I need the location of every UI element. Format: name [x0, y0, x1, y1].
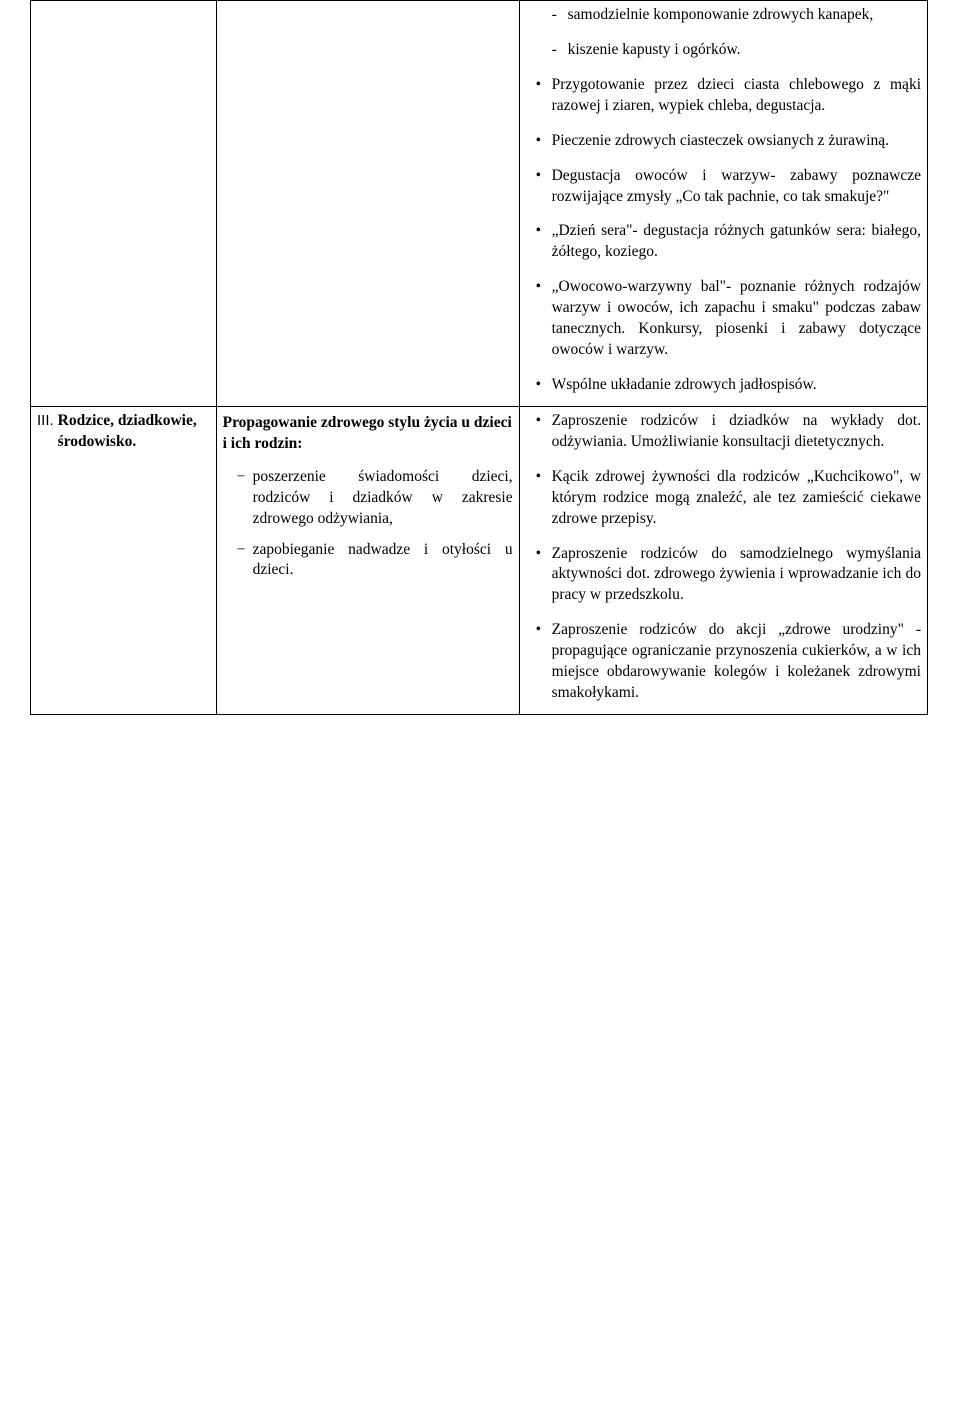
- section-number-title: III. Rodzice, dziadkowie, środowisko.: [37, 411, 210, 453]
- bullet-list: Zaproszenie rodziców i dziadków na wykła…: [524, 411, 921, 704]
- list-item: zapobieganie nadwadze i otyłości u dziec…: [223, 540, 513, 582]
- section-title: Rodzice, dziadkowie, środowisko.: [58, 411, 210, 453]
- section-heading: Propagowanie zdrowego stylu życia u dzie…: [223, 413, 513, 455]
- cell-r1c2: [216, 1, 519, 407]
- cell-r2c3: Zaproszenie rodziców i dziadków na wykła…: [519, 406, 927, 714]
- list-item-text: zapobieganie nadwadze i otyłości u dziec…: [253, 541, 513, 579]
- table-row: III. Rodzice, dziadkowie, środowisko. Pr…: [31, 406, 928, 714]
- document-table: samodzielnie komponowanie zdrowych kanap…: [30, 0, 928, 715]
- dash-list: samodzielnie komponowanie zdrowych kanap…: [524, 5, 921, 61]
- bullet-list: Przygotowanie przez dzieci ciasta chlebo…: [524, 75, 921, 396]
- list-item-text: poszerzenie świadomości dzieci, rodziców…: [253, 468, 513, 527]
- list-item: „Owocowo-warzywny bal"- poznanie różnych…: [524, 277, 921, 361]
- list-item-text: Zaproszenie rodziców do akcji „zdrowe ur…: [552, 621, 921, 701]
- list-item: poszerzenie świadomości dzieci, rodziców…: [223, 467, 513, 530]
- list-item-text: Pieczenie zdrowych ciasteczek owsianych …: [552, 132, 889, 149]
- list-item-text: Zaproszenie rodziców i dziadków na wykła…: [552, 412, 921, 450]
- list-item-text: Zaproszenie rodziców do samodzielnego wy…: [552, 545, 921, 604]
- list-item: Wspólne układanie zdrowych jadłospisów.: [524, 375, 921, 396]
- list-item: Degustacja owoców i warzyw- zabawy pozna…: [524, 166, 921, 208]
- list-item-text: kiszenie kapusty i ogórków.: [568, 41, 741, 58]
- list-item: Przygotowanie przez dzieci ciasta chlebo…: [524, 75, 921, 117]
- list-item: „Dzień sera"- degustacja różnych gatunkó…: [524, 221, 921, 263]
- dash-list: poszerzenie świadomości dzieci, rodziców…: [223, 467, 513, 582]
- list-item: Zaproszenie rodziców do akcji „zdrowe ur…: [524, 620, 921, 704]
- list-item: kiszenie kapusty i ogórków.: [524, 40, 921, 61]
- table-row: samodzielnie komponowanie zdrowych kanap…: [31, 1, 928, 407]
- cell-r1c3: samodzielnie komponowanie zdrowych kanap…: [519, 1, 927, 407]
- list-item-text: samodzielnie komponowanie zdrowych kanap…: [568, 6, 874, 23]
- list-item-text: „Dzień sera"- degustacja różnych gatunkó…: [552, 222, 921, 260]
- list-item-text: Przygotowanie przez dzieci ciasta chlebo…: [552, 76, 921, 114]
- cell-r2c1: III. Rodzice, dziadkowie, środowisko.: [31, 406, 217, 714]
- list-item: samodzielnie komponowanie zdrowych kanap…: [524, 5, 921, 26]
- section-number: III.: [37, 411, 58, 431]
- list-item: Pieczenie zdrowych ciasteczek owsianych …: [524, 131, 921, 152]
- list-item: Zaproszenie rodziców i dziadków na wykła…: [524, 411, 921, 453]
- list-item: Zaproszenie rodziców do samodzielnego wy…: [524, 544, 921, 607]
- cell-r2c2: Propagowanie zdrowego stylu życia u dzie…: [216, 406, 519, 714]
- list-item-text: „Owocowo-warzywny bal"- poznanie różnych…: [552, 278, 921, 358]
- list-item-text: Wspólne układanie zdrowych jadłospisów.: [552, 376, 817, 393]
- cell-r1c1: [31, 1, 217, 407]
- list-item: Kącik zdrowej żywności dla rodziców „Kuc…: [524, 467, 921, 530]
- list-item-text: Kącik zdrowej żywności dla rodziców „Kuc…: [552, 468, 921, 527]
- list-item-text: Degustacja owoców i warzyw- zabawy pozna…: [552, 167, 921, 205]
